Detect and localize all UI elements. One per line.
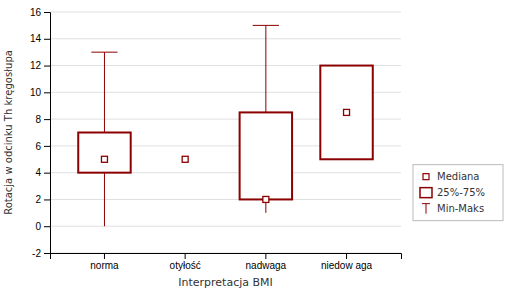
- y-tick-mark: [44, 39, 50, 40]
- x-tick-label: norma: [90, 260, 119, 271]
- box-group: [78, 52, 130, 226]
- grid-line: [50, 226, 401, 227]
- legend-symbol: [426, 204, 427, 214]
- y-tick-mark: [44, 253, 50, 254]
- grid-line: [50, 199, 401, 200]
- upper-whisker: [104, 52, 105, 132]
- grid: [50, 12, 401, 253]
- legend-symbol: [420, 188, 432, 198]
- whisker-cap: [91, 52, 117, 53]
- y-tick: -2: [32, 248, 50, 259]
- legend-symbol: [422, 203, 430, 204]
- y-tick-label: -2: [32, 248, 41, 259]
- marks: [78, 25, 373, 226]
- upper-whisker: [265, 25, 266, 112]
- x-tick-mark: [265, 253, 266, 259]
- y-axis-line: [44, 13, 51, 254]
- x-tick-mark: [346, 253, 347, 259]
- y-tick: 8: [35, 114, 50, 125]
- y-tick: 12: [30, 60, 50, 71]
- median-marker: [182, 156, 188, 162]
- whisker-cap: [253, 25, 279, 26]
- x-tick: niedow aga: [321, 253, 373, 271]
- box-group: [240, 25, 292, 212]
- box: [240, 112, 292, 199]
- x-tick: otyłość: [170, 253, 201, 271]
- x-tick: norma: [90, 253, 119, 271]
- chart: -2 0 2 4 6 8 10 12 14 16 norma otyłość nadwaga niedow…: [0, 0, 509, 291]
- y-tick-mark: [44, 119, 50, 120]
- y-tick-mark: [44, 12, 50, 13]
- median-marker: [344, 109, 350, 115]
- plot: -2 0 2 4 6 8 10 12 14 16 norma otyłość nadwaga niedow…: [30, 7, 402, 271]
- y-tick-label: 14: [30, 33, 42, 44]
- x-tick-mark: [185, 253, 186, 259]
- x-tick-label: otyłość: [170, 260, 201, 271]
- y-tick: 16: [30, 7, 50, 18]
- x-axis-line: [51, 254, 402, 260]
- x-tick-mark: [104, 253, 105, 259]
- x-tick: nadwaga: [246, 253, 287, 271]
- y-tick-mark: [44, 199, 50, 200]
- y-axis: -2 0 2 4 6 8 10 12 14 16: [30, 7, 51, 259]
- box: [78, 133, 130, 173]
- y-tick-label: 16: [30, 7, 42, 18]
- legend-item: 25%-75%: [420, 187, 485, 198]
- y-tick-label: 12: [30, 60, 42, 71]
- y-tick-label: 2: [35, 194, 41, 205]
- median-marker: [101, 156, 107, 162]
- y-tick-label: 6: [35, 141, 41, 152]
- y-tick-label: 10: [30, 87, 42, 98]
- y-tick-mark: [44, 146, 50, 147]
- y-tick-mark: [44, 66, 50, 67]
- x-tick-label: nadwaga: [246, 260, 287, 271]
- legend-label: 25%-75%: [437, 187, 485, 198]
- legend-symbol: [423, 174, 429, 180]
- legend: Mediana 25%-75% Min-Maks: [413, 165, 503, 221]
- box: [320, 66, 372, 160]
- legend-label: Min-Maks: [437, 203, 484, 214]
- y-tick-mark: [44, 92, 50, 93]
- legend-label: Mediana: [437, 171, 480, 182]
- legend-item: Mediana: [423, 171, 480, 182]
- grid-line: [50, 38, 401, 39]
- y-tick-mark: [44, 173, 50, 174]
- y-tick-label: 0: [35, 221, 41, 232]
- x-tick-label: niedow aga: [321, 260, 373, 271]
- y-tick-mark: [44, 226, 50, 227]
- grid-line: [50, 12, 401, 13]
- y-tick-label: 4: [35, 167, 41, 178]
- y-tick: 2: [35, 194, 50, 205]
- y-tick: 4: [35, 167, 50, 178]
- box-group: [182, 156, 188, 162]
- y-tick: 14: [30, 33, 50, 44]
- legend-item: Min-Maks: [422, 203, 484, 214]
- y-tick: 10: [30, 87, 50, 98]
- y-tick: 0: [35, 221, 50, 232]
- median-marker: [263, 196, 269, 202]
- y-axis-title: Rotacja w odcinku Th kręgosłupa: [3, 50, 14, 215]
- y-tick: 6: [35, 141, 50, 152]
- x-axis-title: Interpretacja BMI: [178, 276, 273, 289]
- x-axis: norma otyłość nadwaga niedow aga: [51, 253, 402, 271]
- y-tick-label: 8: [35, 114, 41, 125]
- legend-frame: [413, 165, 503, 221]
- box-group: [320, 66, 372, 160]
- lower-whisker: [104, 173, 105, 227]
